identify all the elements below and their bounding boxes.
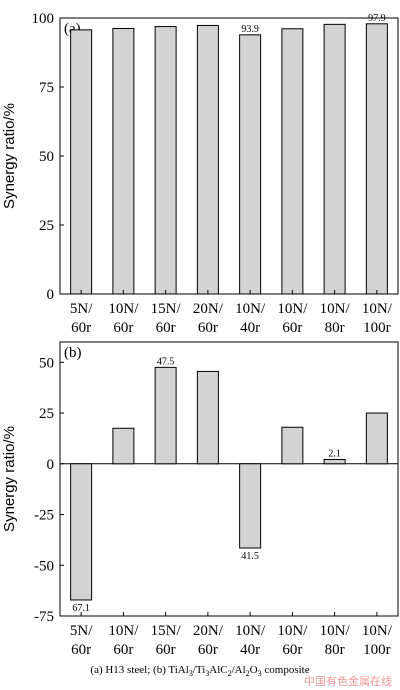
b-bar: [281, 426, 304, 465]
a-x-tick-label: 10N/80r: [320, 301, 351, 336]
a-y-tick-label: 25: [39, 218, 54, 234]
b-data-label: 47.5: [157, 356, 175, 367]
a-x-tick-label: 10N/60r: [108, 301, 139, 336]
a-bar: [196, 24, 219, 295]
b-data-label: 41.5: [241, 551, 259, 562]
caption-subscript: 3: [188, 669, 193, 679]
b-y-tick-label: 50: [39, 355, 54, 371]
a-x-tick-label: 20N/60r: [193, 301, 224, 336]
b-bar: [239, 463, 262, 549]
caption-text: /Ti: [192, 664, 206, 676]
a-bar: [365, 23, 388, 295]
caption-text: /Al: [231, 664, 246, 676]
caption-a: (a) H13 steel;: [90, 664, 151, 676]
b-bar: [154, 366, 177, 465]
b-y-tick-label: -75: [34, 609, 54, 625]
b-data-label: 67.1: [72, 603, 90, 614]
b-x-tick-label: 10N/60r: [108, 623, 139, 658]
caption-b: (b): [153, 664, 166, 676]
b-x-tick-label: 10N/40r: [235, 623, 266, 658]
caption-subscript: 3: [205, 669, 210, 679]
b-bar: [70, 463, 93, 601]
caption-subscript: 3: [257, 669, 262, 679]
b-panel-label: (b): [64, 345, 82, 361]
a-x-tick-label: 10N/60r: [277, 301, 308, 336]
caption-subscript: 2: [245, 669, 250, 679]
b-x-tick-label: 5N/60r: [70, 623, 93, 658]
caption-text: O: [249, 664, 258, 676]
a-bar: [154, 26, 177, 295]
a-data-label: 97.9: [368, 13, 386, 24]
a-data-label: 93.9: [241, 24, 259, 35]
b-x-tick-label: 20N/60r: [193, 623, 224, 658]
a-y-tick-label: 50: [39, 149, 54, 165]
caption-text: TiAl: [168, 664, 189, 676]
b-bar: [112, 427, 135, 465]
b-x-tick-label: 10N/80r: [320, 623, 351, 658]
a-bar: [239, 34, 262, 295]
a-x-tick-label: 10N/100r: [362, 301, 393, 336]
caption-text: AlC: [209, 664, 228, 676]
caption-b-composite: TiAl3/Ti3AlC2/Al2O3 composite: [168, 664, 310, 679]
a-y-tick-label: 100: [32, 11, 55, 27]
b-bar: [196, 370, 219, 465]
caption-subscript: 2: [227, 669, 232, 679]
b-data-label: 2.1: [328, 449, 341, 460]
a-x-tick-label: 5N/60r: [70, 301, 93, 336]
figure-caption: (a) H13 steel; (b) TiAl3/Ti3AlC2/Al2O3 c…: [0, 664, 400, 678]
b-y-tick-label: -25: [34, 508, 54, 524]
a-y-tick-label: 0: [47, 287, 55, 303]
a-bar: [70, 29, 93, 295]
b-x-tick-label: 15N/60r: [151, 623, 182, 658]
b-y-tick-label: 0: [47, 457, 55, 473]
b-x-tick-label: 10N/100r: [362, 623, 393, 658]
a-bar: [323, 23, 346, 295]
b-bar: [365, 412, 388, 465]
a-y-tick-label: 75: [39, 80, 54, 96]
watermark: 中国有色金属在线: [304, 675, 392, 688]
a-y-axis-label: Synergy ratio/%: [1, 103, 18, 209]
a-bar: [112, 27, 135, 295]
a-bar: [281, 28, 304, 295]
panel-b-chart: -75 -50 -25 0 25 50 Synergy ratio/% (b) 67.1 5N/6…: [1, 341, 399, 658]
caption-text: composite: [261, 664, 310, 676]
b-bar: [323, 459, 346, 465]
b-plot-frame: [59, 341, 399, 617]
a-x-tick-label: 15N/60r: [151, 301, 182, 336]
a-x-tick-label: 10N/40r: [235, 301, 266, 336]
b-y-axis-label: Synergy ratio/%: [1, 426, 18, 532]
b-x-tick-label: 10N/60r: [277, 623, 308, 658]
b-y-tick-label: 25: [39, 406, 54, 422]
b-y-tick-label: -50: [34, 558, 54, 574]
a-plot-frame: [59, 17, 399, 295]
